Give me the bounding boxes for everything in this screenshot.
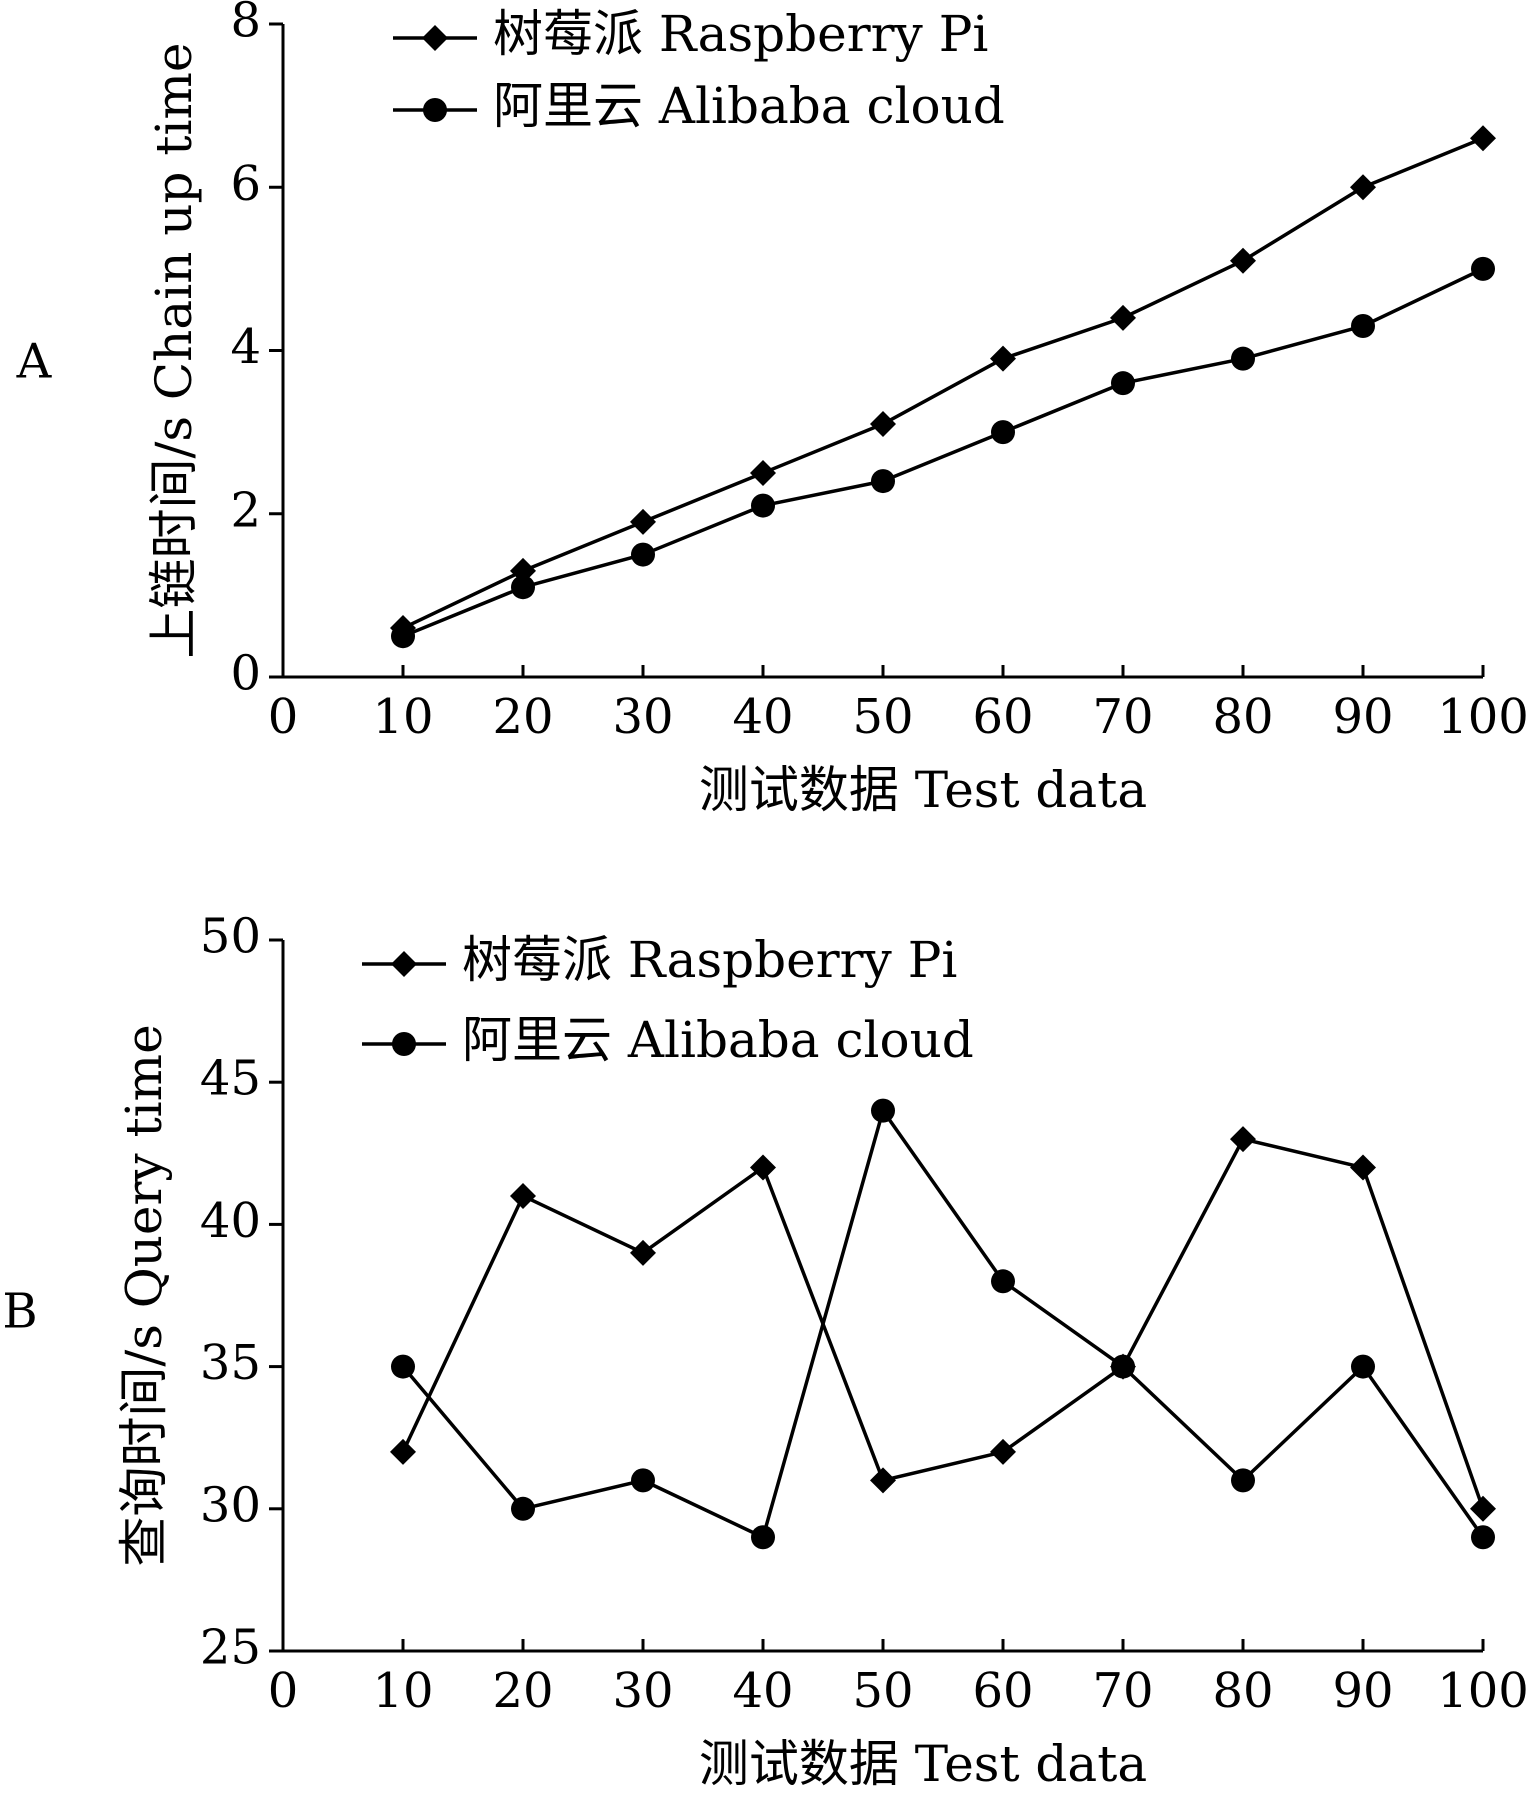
data-point-raspberry-pi: [630, 508, 656, 535]
legend-marker: [392, 1032, 416, 1056]
legend-label: 阿里云 Alibaba cloud: [493, 77, 1005, 135]
y-axis-title: 上链时间/s Chain up time: [145, 43, 203, 659]
y-tick-label: 2: [230, 482, 261, 538]
data-point-alibaba-cloud: [511, 575, 535, 600]
data-point-alibaba-cloud: [751, 1525, 775, 1550]
x-tick-label: 100: [1437, 689, 1529, 745]
y-axis-title: 查询时间/s Query time: [115, 1024, 173, 1566]
data-point-alibaba-cloud: [1231, 1468, 1255, 1493]
y-tick-label: 8: [230, 0, 261, 49]
legend-marker: [423, 98, 447, 122]
x-axis-title: 测试数据 Test data: [699, 1735, 1147, 1793]
data-point-raspberry-pi: [390, 1438, 416, 1465]
data-point-alibaba-cloud: [1231, 346, 1255, 371]
data-point-raspberry-pi: [1110, 304, 1136, 331]
data-point-alibaba-cloud: [511, 1496, 535, 1521]
data-point-raspberry-pi: [1230, 1126, 1256, 1153]
y-tick-label: 25: [200, 1620, 261, 1676]
data-point-alibaba-cloud: [391, 1354, 415, 1379]
series-line-raspberry-pi: [401, 1137, 1485, 1510]
x-tick-label: 10: [372, 689, 433, 745]
x-tick-label: 90: [1332, 1663, 1393, 1719]
data-point-alibaba-cloud: [631, 542, 655, 567]
data-point-alibaba-cloud: [631, 1468, 655, 1493]
data-point-raspberry-pi: [870, 1467, 896, 1494]
legend-label: 树莓派 Raspberry Pi: [462, 931, 957, 989]
y-tick-label: 6: [230, 156, 261, 212]
data-point-raspberry-pi: [1350, 1154, 1376, 1181]
legend-marker: [422, 25, 448, 51]
data-point-raspberry-pi: [990, 345, 1016, 372]
data-point-raspberry-pi: [1470, 125, 1496, 152]
x-axis-title: 测试数据 Test data: [699, 761, 1147, 819]
data-point-alibaba-cloud: [991, 420, 1015, 445]
chart-panel-b: B 25 30 35 40 45 50 0 10 20 30 40 50 60 70 80 90 100 测试数据 …: [2, 909, 1528, 1794]
y-tick-label: 0: [230, 646, 261, 702]
x-tick-label: 80: [1212, 1663, 1273, 1719]
data-point-raspberry-pi: [630, 1239, 656, 1266]
x-tick-label: 70: [1092, 689, 1153, 745]
y-tick-label: 30: [200, 1477, 261, 1533]
x-tick-label: 70: [1092, 1663, 1153, 1719]
data-point-alibaba-cloud: [1111, 371, 1135, 396]
x-tick-label: 40: [732, 689, 793, 745]
data-point-alibaba-cloud: [1351, 314, 1375, 339]
x-tick-label: 80: [1212, 689, 1273, 745]
y-tick-label: 40: [200, 1193, 261, 1249]
y-tick-label: 45: [200, 1051, 261, 1107]
x-tick-label: 90: [1332, 689, 1393, 745]
data-point-alibaba-cloud: [1111, 1354, 1135, 1379]
data-point-alibaba-cloud: [391, 624, 415, 649]
data-point-raspberry-pi: [750, 1154, 776, 1181]
y-tick-label: 50: [200, 909, 261, 965]
y-tick-label: 35: [200, 1335, 261, 1391]
x-tick-label: 30: [612, 689, 673, 745]
data-point-raspberry-pi: [1470, 1495, 1496, 1522]
x-tick-label: 60: [972, 1663, 1033, 1719]
panel-letter: B: [2, 1284, 37, 1340]
y-tick-label: 4: [230, 319, 261, 375]
x-tick-label: 0: [268, 689, 299, 745]
x-tick-label: 0: [268, 1663, 299, 1719]
data-point-raspberry-pi: [990, 1438, 1016, 1465]
x-tick-label: 100: [1437, 1663, 1529, 1719]
data-point-raspberry-pi: [510, 1182, 536, 1209]
data-point-raspberry-pi: [750, 459, 776, 486]
data-point-alibaba-cloud: [991, 1269, 1015, 1294]
panel-letter: A: [16, 334, 53, 390]
x-tick-label: 20: [492, 689, 553, 745]
data-point-alibaba-cloud: [871, 1098, 895, 1123]
data-point-alibaba-cloud: [871, 469, 895, 494]
x-tick-label: 20: [492, 1663, 553, 1719]
data-point-alibaba-cloud: [751, 493, 775, 518]
x-tick-label: 40: [732, 1663, 793, 1719]
x-tick-label: 50: [852, 689, 913, 745]
legend-label: 阿里云 Alibaba cloud: [462, 1011, 974, 1069]
legend-marker: [391, 951, 417, 977]
data-point-raspberry-pi: [870, 410, 896, 437]
legend-label: 树莓派 Raspberry Pi: [493, 5, 988, 63]
x-tick-label: 30: [612, 1663, 673, 1719]
x-tick-label: 60: [972, 689, 1033, 745]
x-tick-label: 50: [852, 1663, 913, 1719]
data-point-alibaba-cloud: [1471, 256, 1495, 281]
series-line-raspberry-pi: [402, 136, 1484, 630]
data-point-alibaba-cloud: [1471, 1525, 1495, 1550]
series-line-alibaba-cloud: [402, 267, 1484, 638]
data-point-alibaba-cloud: [1351, 1354, 1375, 1379]
data-point-raspberry-pi: [1230, 247, 1256, 274]
data-point-raspberry-pi: [1350, 174, 1376, 201]
series-line-alibaba-cloud: [401, 1108, 1485, 1539]
x-tick-label: 10: [372, 1663, 433, 1719]
